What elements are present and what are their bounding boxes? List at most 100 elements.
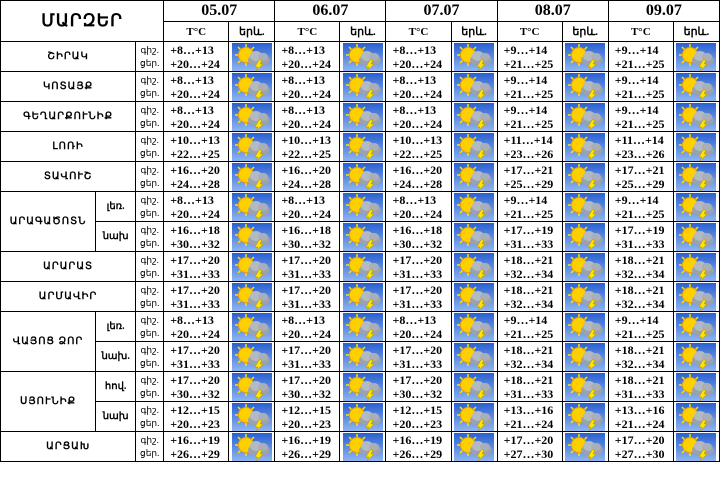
period-cell: գիշ. ցեր. <box>135 161 165 192</box>
temperature: +18…+21 <box>503 252 554 267</box>
temperature-cell: +9…+14 +21…+25 <box>607 311 674 342</box>
temperature: +31…+33 <box>503 386 554 401</box>
temp-header: T°C <box>607 21 674 42</box>
period-label: գիշ. <box>140 164 159 175</box>
zone-label: նախ <box>95 221 137 252</box>
temperature-cell: +8…+13 +20…+24 <box>385 311 452 342</box>
temperature: +16…+20 <box>281 162 332 177</box>
temperature: +16…+19 <box>392 432 443 447</box>
temperature: +17…+20 <box>392 252 443 267</box>
weather-icon <box>342 372 383 401</box>
weather-icon <box>676 132 717 161</box>
temperature: +23…+26 <box>503 146 554 161</box>
temperature-cell: +13…+16 +21…+24 <box>496 401 563 432</box>
temperature-cell: +8…+13 +20…+24 <box>274 71 341 102</box>
icon-cell <box>228 161 276 192</box>
temperature: +20…+24 <box>281 326 332 341</box>
temperature: +8…+13 <box>170 42 214 57</box>
temperature: +11…+14 <box>503 132 553 147</box>
temperature-cell: +18…+21 +32…+34 <box>607 281 674 312</box>
weather-icon <box>231 132 272 161</box>
temperature: +9…+14 <box>503 312 548 327</box>
temperature: +16…+18 <box>170 222 220 237</box>
icon-cell <box>228 251 276 282</box>
temperature: +9…+14 <box>614 102 659 117</box>
icon-cell <box>228 131 276 162</box>
weather-icon <box>342 72 383 101</box>
period-label: ցեր. <box>140 87 160 98</box>
temperature-cell: +18…+21 +32…+34 <box>607 251 674 282</box>
period-label: ցեր. <box>140 387 160 398</box>
icon-cell <box>561 71 609 102</box>
temperature-cell: +9…+14 +21…+25 <box>496 311 563 342</box>
weather-icon <box>676 312 717 341</box>
icon-cell <box>339 41 387 72</box>
temperature-cell: +9…+14 +21…+25 <box>607 41 674 72</box>
temperature: +9…+14 <box>614 72 659 87</box>
icon-cell <box>672 71 721 102</box>
period-label: գիշ. <box>140 44 159 55</box>
temperature: +17…+20 <box>392 282 443 297</box>
icon-cell <box>339 131 387 162</box>
region-name: ԼՈՌԻ <box>0 131 137 162</box>
weather-icon <box>454 312 495 341</box>
temperature: +17…+20 <box>170 372 220 387</box>
temperature: +27…+30 <box>614 446 665 461</box>
temperature-cell: +16…+18 +30…+32 <box>274 221 341 252</box>
temperature: +10…+13 <box>170 132 220 147</box>
icon-cell <box>228 71 276 102</box>
icon-cell <box>561 371 609 402</box>
temperature-cell: +17…+20 +30…+32 <box>274 371 341 402</box>
temperature: +20…+24 <box>170 206 220 221</box>
temperature: +16…+19 <box>281 432 332 447</box>
period-cell: գիշ. ցեր. <box>135 281 165 312</box>
temperature: +20…+24 <box>170 56 220 71</box>
icon-cell <box>672 161 721 192</box>
temperature-cell: +17…+20 +31…+33 <box>385 281 452 312</box>
temperature: +30…+32 <box>281 386 332 401</box>
icon-cell <box>339 401 387 432</box>
temperature: +20…+24 <box>281 206 332 221</box>
temperature: +17…+21 <box>614 162 665 177</box>
period-label: գիշ. <box>140 404 159 415</box>
temperature-cell: +17…+21 +25…+29 <box>607 161 674 192</box>
temperature-cell: +17…+20 +31…+33 <box>274 251 341 282</box>
temperature: +31…+33 <box>170 296 220 311</box>
weather-icon <box>231 222 272 251</box>
temperature-cell: +8…+13 +20…+24 <box>163 191 230 222</box>
temperature: +31…+33 <box>614 236 665 251</box>
weather-icon <box>565 102 606 131</box>
temperature-cell: +17…+20 +31…+33 <box>163 341 230 372</box>
icon-cell <box>672 311 721 342</box>
period-label: ցեր. <box>140 327 160 338</box>
region-name: ԱՐՑԱԽ <box>0 431 137 462</box>
icon-cell <box>672 101 721 132</box>
temperature: +16…+19 <box>170 432 220 447</box>
temperature-cell: +17…+20 +31…+33 <box>385 251 452 282</box>
temperature: +20…+23 <box>170 416 220 431</box>
temperature: +8…+13 <box>281 102 326 117</box>
icon-cell <box>672 401 721 432</box>
temperature-cell: +16…+20 +24…+28 <box>274 161 341 192</box>
temperature: +32…+34 <box>614 266 665 281</box>
period-label: գիշ. <box>140 254 159 265</box>
temperature: +32…+34 <box>614 356 665 371</box>
region-name: ԱՐՄԱՎԻՐ <box>0 281 137 312</box>
temperature: +9…+14 <box>614 192 659 207</box>
temperature: +18…+21 <box>614 342 665 357</box>
temperature: +16…+20 <box>170 162 220 177</box>
temperature-cell: +8…+13 +20…+24 <box>385 41 452 72</box>
zone-label: լեռ. <box>95 191 137 222</box>
weather-icon <box>454 42 495 71</box>
icon-cell <box>228 101 276 132</box>
temperature: +17…+20 <box>170 282 220 297</box>
temperature-cell: +8…+13 +20…+24 <box>385 191 452 222</box>
weather-icon <box>342 312 383 341</box>
temp-header: T°C <box>274 21 341 42</box>
temperature: +24…+28 <box>170 176 220 191</box>
period-label: ցեր. <box>140 147 160 158</box>
weather-icon <box>231 192 272 221</box>
temperature: +20…+24 <box>170 116 220 131</box>
icon-cell <box>561 341 609 372</box>
weather-icon <box>565 402 606 431</box>
